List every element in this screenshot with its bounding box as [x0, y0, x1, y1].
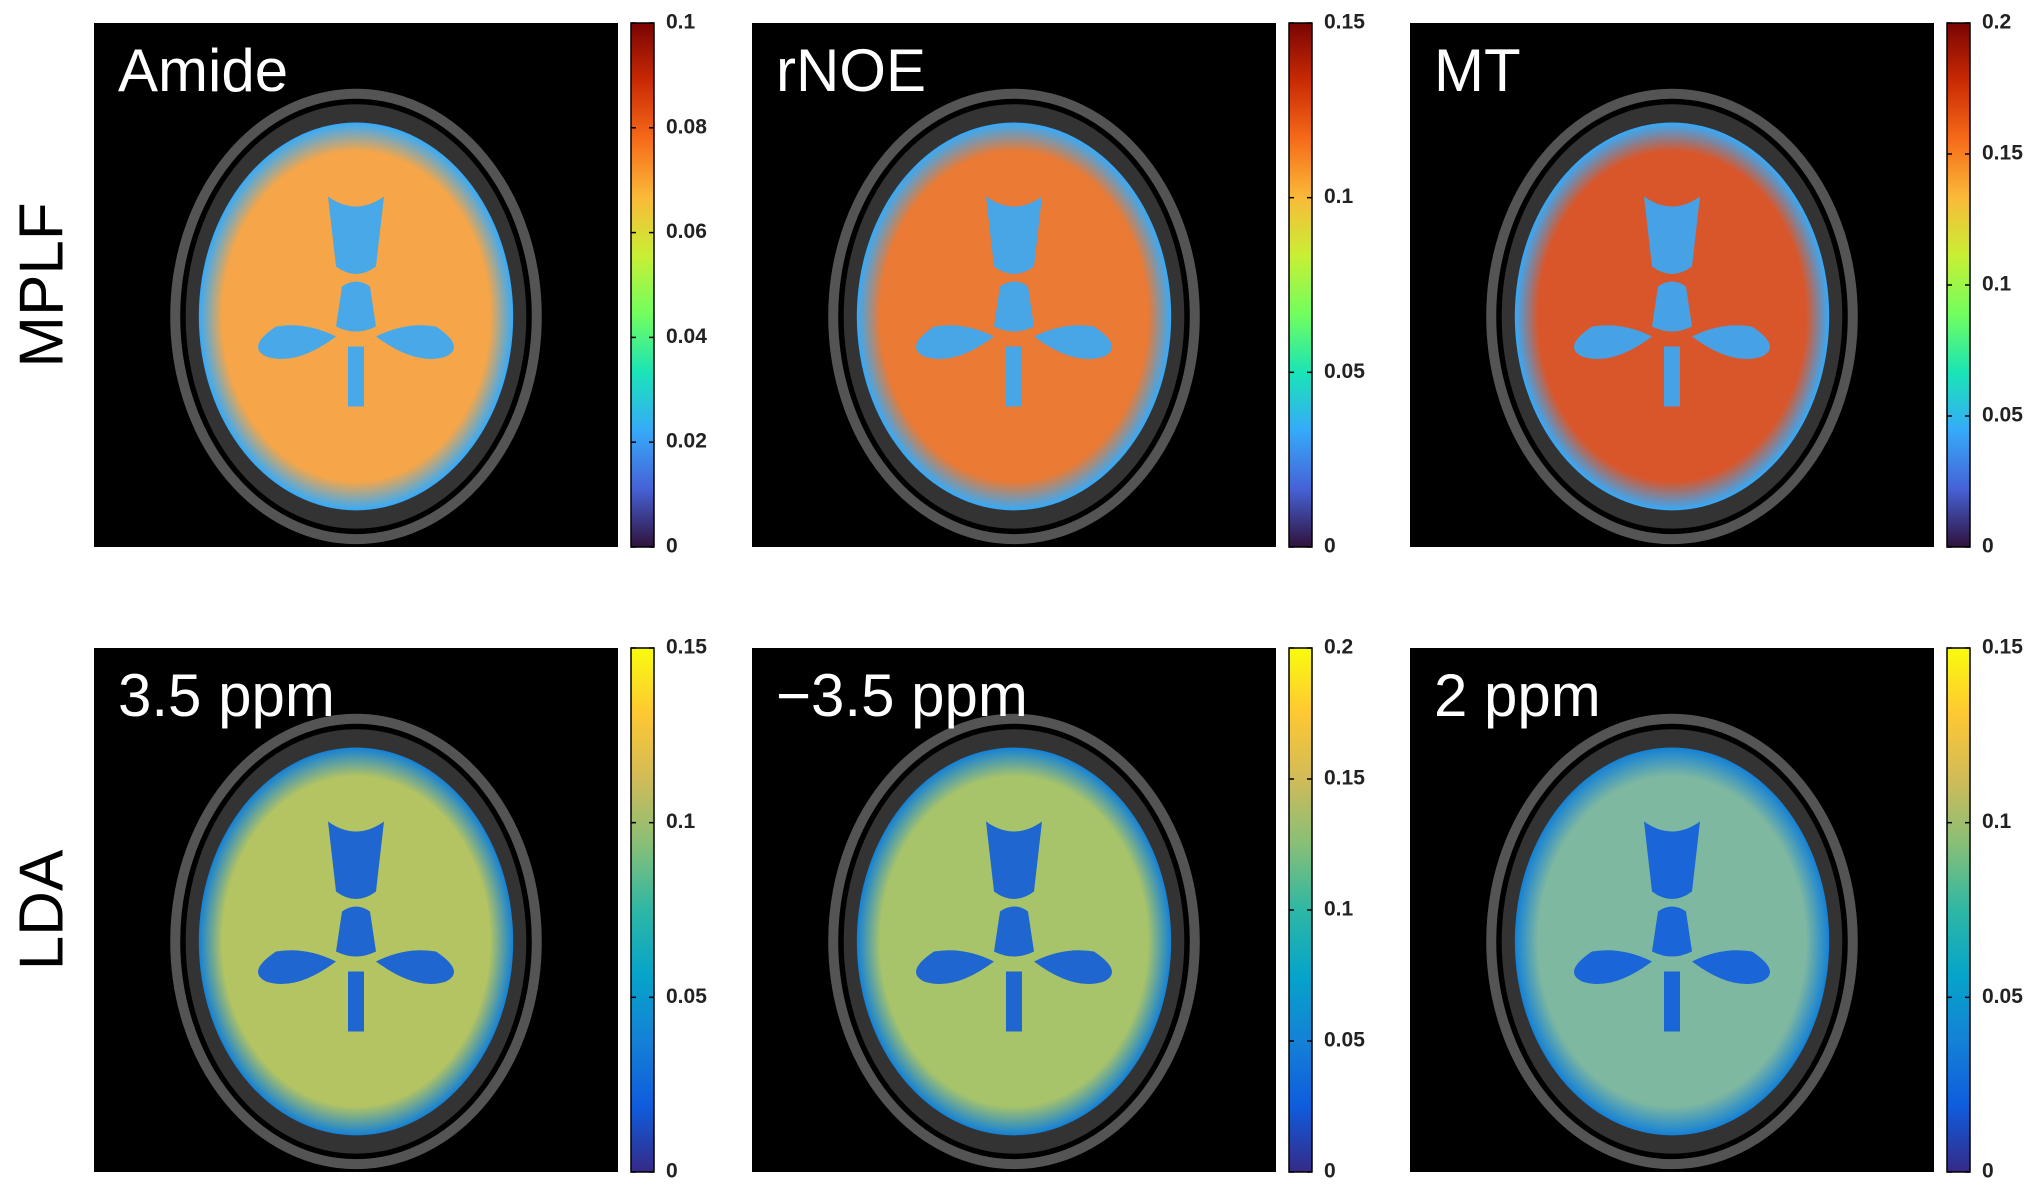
tick-label: 0.15: [666, 636, 707, 659]
tick-label: 0.05: [666, 985, 707, 1008]
skull: [1486, 713, 1858, 1170]
tick-label: 0: [1982, 535, 1994, 558]
tick-label: 0.1: [1982, 810, 2012, 833]
tick-label: 0: [666, 1160, 678, 1183]
colorbar: [1288, 22, 1313, 548]
ventricles: [916, 196, 1112, 407]
skull: [828, 713, 1200, 1170]
colorbar: [630, 22, 655, 548]
ventricles: [916, 821, 1112, 1032]
colorbar: [1946, 647, 1971, 1173]
tick-label: 0.15: [1982, 636, 2023, 659]
tick-label: 0.02: [666, 430, 707, 453]
tick-label: 0.1: [1982, 273, 2012, 296]
tick-label: 0.06: [666, 220, 707, 243]
panel-title: 3.5 ppm: [118, 662, 335, 729]
tick-label: 0.08: [666, 115, 707, 138]
row-label: LDA: [7, 849, 76, 970]
tick-label: 0.1: [666, 810, 696, 833]
tick-label: 0.1: [1324, 898, 1354, 921]
panel-title: −3.5 ppm: [776, 662, 1028, 729]
tick-label: 0.15: [1982, 142, 2023, 165]
ventricles: [1574, 196, 1770, 407]
skull: [170, 713, 542, 1170]
panel-title: 2 ppm: [1434, 662, 1601, 729]
colorbar: [630, 647, 655, 1173]
tick-label: 0.1: [1324, 185, 1354, 208]
tick-label: 0: [1982, 1160, 1994, 1183]
tick-label: 0.15: [1324, 11, 1365, 34]
ventricles: [1574, 821, 1770, 1032]
panel-title: Amide: [118, 37, 288, 104]
tick-label: 0.2: [1324, 636, 1353, 659]
panel-title: rNOE: [776, 37, 926, 104]
panel-title: MT: [1434, 37, 1521, 104]
row-label: MPLF: [7, 202, 76, 367]
tick-label: 0.15: [1324, 767, 1365, 790]
skull: [1486, 88, 1858, 545]
tick-label: 0.05: [1982, 985, 2023, 1008]
tick-label: 0: [1324, 1160, 1336, 1183]
tick-label: 0.05: [1982, 404, 2023, 427]
tick-label: 0.1: [666, 11, 696, 34]
tick-label: 0: [666, 535, 678, 558]
tick-label: 0: [1324, 535, 1336, 558]
skull: [828, 88, 1200, 545]
tick-label: 0.05: [1324, 360, 1365, 383]
tick-label: 0.05: [1324, 1029, 1365, 1052]
ventricles: [258, 821, 454, 1032]
skull: [170, 88, 542, 545]
tick-label: 0.04: [666, 325, 707, 348]
tick-label: 0.2: [1982, 11, 2011, 34]
ventricles: [258, 196, 454, 407]
